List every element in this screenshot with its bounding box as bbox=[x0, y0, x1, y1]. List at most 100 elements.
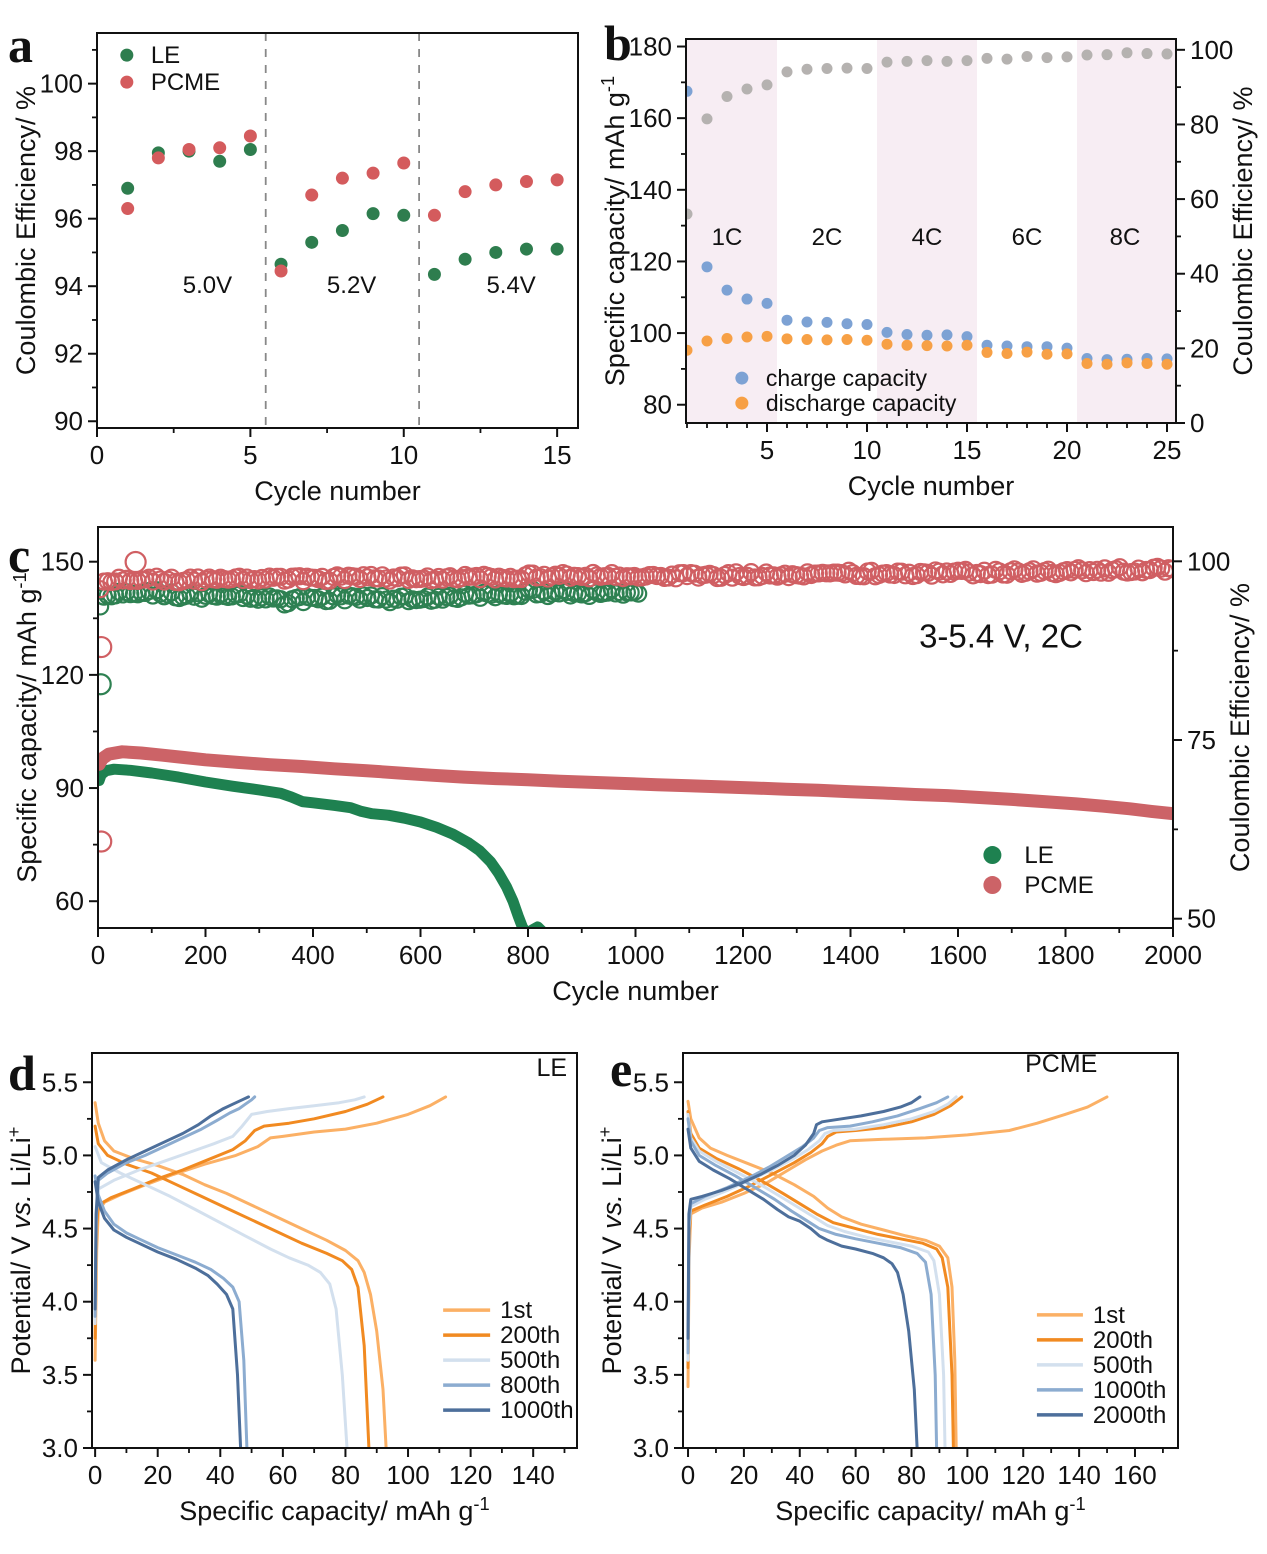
series-1st-discharge bbox=[686, 1099, 958, 1448]
annotation: 2C bbox=[812, 224, 843, 251]
svg-text:800: 800 bbox=[506, 940, 549, 970]
svg-text:25: 25 bbox=[1153, 435, 1182, 465]
svg-text:1800: 1800 bbox=[1037, 940, 1095, 970]
svg-text:92: 92 bbox=[54, 339, 83, 369]
y-axis-title: Specific capacity/ mAh g-1 bbox=[9, 572, 42, 882]
legend-label: 200th bbox=[1093, 1327, 1153, 1354]
legend-marker-dot bbox=[120, 75, 134, 89]
svg-text:5.5: 5.5 bbox=[42, 1067, 78, 1097]
svg-text:100: 100 bbox=[40, 69, 83, 99]
svg-text:10: 10 bbox=[853, 435, 882, 465]
legend-label: 1st bbox=[1093, 1302, 1125, 1329]
svg-text:140: 140 bbox=[511, 1460, 554, 1490]
svg-text:3.0: 3.0 bbox=[42, 1433, 78, 1463]
svg-text:1400: 1400 bbox=[822, 940, 880, 970]
series-pcme-ce-outliers bbox=[98, 550, 147, 853]
axes-frame bbox=[685, 38, 1177, 424]
svg-text:160: 160 bbox=[1113, 1460, 1156, 1490]
x-axis-title: Specific capacity/ mAh g-1 bbox=[179, 1493, 489, 1526]
series-coulombic-efficiency bbox=[686, 47, 1173, 220]
svg-text:20: 20 bbox=[1190, 333, 1219, 363]
series-le-coulombic-efficiency bbox=[98, 580, 648, 616]
panel-letter-a: a bbox=[8, 17, 33, 73]
svg-text:60: 60 bbox=[1190, 184, 1219, 214]
svg-text:90: 90 bbox=[54, 406, 83, 436]
series-200th-discharge bbox=[93, 1124, 371, 1448]
legend-marker-dot bbox=[735, 371, 749, 385]
legend-marker-dot bbox=[983, 846, 1002, 865]
annotation: 5.0V bbox=[183, 272, 232, 299]
legend-label: PCME bbox=[1024, 872, 1093, 899]
legend-label: PCME bbox=[151, 69, 220, 96]
svg-text:15: 15 bbox=[953, 435, 982, 465]
svg-text:150: 150 bbox=[41, 547, 84, 577]
svg-text:0: 0 bbox=[91, 940, 105, 970]
x-axis-title: Cycle number bbox=[848, 471, 1015, 501]
svg-text:1600: 1600 bbox=[929, 940, 987, 970]
series-1st-charge bbox=[686, 1095, 1109, 1389]
x-axis: 0 20 40 60 80 100 120 140 Specific capacity/ mAh… bbox=[88, 1448, 566, 1526]
svg-text:94: 94 bbox=[54, 271, 83, 301]
annotation: LE bbox=[536, 1054, 567, 1082]
series-500th-charge bbox=[686, 1095, 958, 1362]
annotation: 4C bbox=[912, 224, 943, 251]
svg-text:80: 80 bbox=[331, 1460, 360, 1490]
svg-text:5: 5 bbox=[760, 435, 774, 465]
legend-label: 1st bbox=[500, 1297, 532, 1324]
svg-text:100: 100 bbox=[386, 1460, 429, 1490]
panel-letter-d: d bbox=[8, 1045, 36, 1101]
svg-text:4.5: 4.5 bbox=[633, 1214, 669, 1244]
svg-text:3.5: 3.5 bbox=[42, 1360, 78, 1390]
svg-text:120: 120 bbox=[1002, 1460, 1045, 1490]
series-le bbox=[121, 142, 564, 281]
svg-text:3.0: 3.0 bbox=[633, 1433, 669, 1463]
series-2000th-charge bbox=[686, 1095, 922, 1340]
series-500th-charge bbox=[93, 1095, 366, 1326]
svg-text:0: 0 bbox=[90, 440, 104, 470]
svg-text:80: 80 bbox=[643, 390, 672, 420]
svg-text:15: 15 bbox=[543, 440, 572, 470]
svg-text:200: 200 bbox=[184, 940, 227, 970]
y-axis-title: Specific capacity/ mAh g-1 bbox=[597, 76, 630, 386]
x-axis-title: Specific capacity/ mAh g-1 bbox=[775, 1493, 1085, 1526]
svg-text:5: 5 bbox=[243, 440, 257, 470]
x-axis-title: Cycle number bbox=[552, 976, 719, 1006]
svg-text:20: 20 bbox=[1053, 435, 1082, 465]
series-800th-discharge bbox=[93, 1174, 249, 1448]
legend-marker-dot bbox=[120, 48, 134, 62]
svg-text:60: 60 bbox=[841, 1460, 870, 1490]
series-1000th-charge bbox=[686, 1095, 950, 1355]
svg-text:140: 140 bbox=[1057, 1460, 1100, 1490]
series-1st-discharge bbox=[93, 1101, 388, 1448]
svg-text:600: 600 bbox=[399, 940, 442, 970]
svg-text:80: 80 bbox=[897, 1460, 926, 1490]
series-1000th-discharge bbox=[93, 1180, 243, 1448]
svg-text:40: 40 bbox=[1190, 259, 1219, 289]
x-axis: 0 20 40 60 80 100 120 140 160 Specific capacity/ … bbox=[681, 1448, 1164, 1526]
legend-label: charge capacity bbox=[766, 365, 928, 391]
series-charge-capacity bbox=[686, 85, 1173, 366]
series-500th-discharge bbox=[686, 1112, 947, 1448]
svg-text:1000: 1000 bbox=[607, 940, 665, 970]
series-le-capacity bbox=[98, 763, 547, 928]
panel-a: 0 5 10 15 Cycle number 90 92 94 96 98 100Coulombic… bbox=[8, 17, 579, 506]
svg-text:60: 60 bbox=[268, 1460, 297, 1490]
panel-letter-e: e bbox=[610, 1041, 632, 1097]
svg-text:140: 140 bbox=[629, 175, 672, 205]
svg-text:98: 98 bbox=[54, 136, 83, 166]
svg-text:120: 120 bbox=[449, 1460, 492, 1490]
svg-text:96: 96 bbox=[54, 204, 83, 234]
annotation: 1C bbox=[712, 224, 743, 251]
svg-text:20: 20 bbox=[143, 1460, 172, 1490]
svg-text:100: 100 bbox=[629, 318, 672, 348]
legend-label: 500th bbox=[500, 1347, 560, 1374]
svg-text:120: 120 bbox=[41, 660, 84, 690]
svg-text:3.5: 3.5 bbox=[633, 1360, 669, 1390]
x-axis: 0 5 10 15 Cycle number bbox=[90, 428, 572, 506]
svg-text:100: 100 bbox=[1190, 35, 1233, 65]
